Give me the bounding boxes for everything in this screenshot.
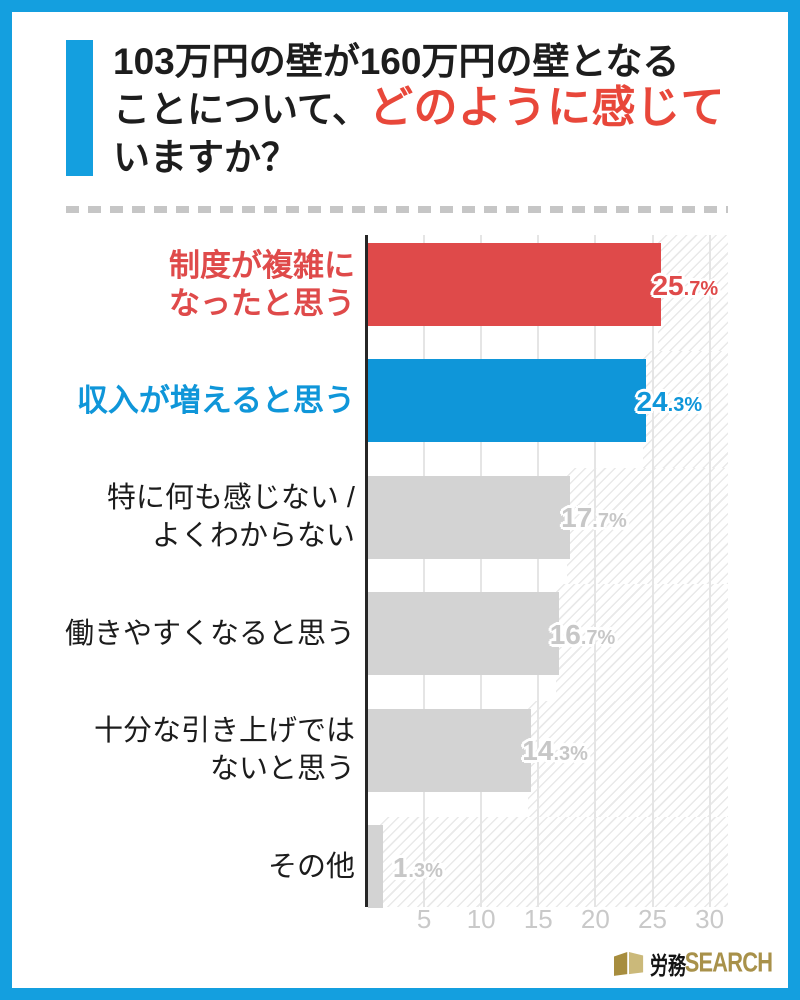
gridline-5 [423, 235, 426, 907]
y-axis-line [365, 235, 368, 907]
bar-6 [368, 825, 383, 908]
title-line-1: 103万円の壁が160万円の壁となる [113, 41, 680, 82]
title-red-text: どのように感じて [369, 83, 726, 132]
dashed-divider [66, 206, 728, 213]
bar-5 [368, 708, 532, 792]
brand-logo-en: SEARCH [684, 946, 772, 978]
title-accent-bar [66, 40, 93, 176]
value-label-1: 25.7% [652, 269, 719, 301]
bar-4 [368, 592, 559, 676]
category-label-5: 十分な引き上げでは ないと思う [93, 715, 355, 786]
x-tick-label: 15 [523, 904, 553, 934]
category-label-6: その他 [267, 850, 355, 883]
value-label-6: 1.3% [392, 851, 443, 883]
gridline-15 [537, 235, 540, 907]
hatch-region-2 [642, 351, 728, 468]
hatch-region-3 [567, 467, 728, 585]
bar-3 [368, 475, 571, 559]
title-line-3: いますか？ [113, 137, 298, 178]
brand-logo-jp: 労務 [650, 952, 686, 980]
hatch-region-6 [379, 817, 728, 907]
bar-1 [368, 243, 662, 326]
value-label-4: 16.7% [549, 618, 616, 650]
value-label-2: 24.3% [636, 385, 703, 417]
x-tick-label: 5 [416, 904, 432, 934]
page-title: 103万円の壁が160万円の壁となる ことについて、どのように感じて いますか？ [113, 38, 725, 182]
gridline-30 [708, 235, 711, 907]
hatch-region-5 [528, 700, 728, 817]
x-tick-label: 20 [580, 904, 610, 934]
value-label-3: 17.7% [561, 502, 627, 534]
x-tick-label: 30 [695, 904, 725, 934]
category-label-3: 特に何も感じない / よくわからない [106, 482, 355, 553]
hatch-region-4 [555, 584, 728, 701]
x-tick-label: 25 [638, 904, 667, 934]
gridline-10 [480, 235, 483, 907]
brand-logo: 労務 SEARCH [614, 946, 773, 980]
category-label-4: 働きやすくなると思う [64, 617, 355, 650]
x-tick-label: 10 [466, 904, 496, 934]
bar-2 [368, 359, 646, 443]
hatch-region-1 [658, 235, 728, 352]
gridline-20 [594, 235, 597, 907]
value-label-5: 14.3% [522, 735, 588, 767]
category-label-2: 収入が増えると思う [76, 382, 355, 418]
title-line-2: ことについて、どのように感じて [113, 83, 726, 132]
gridline-25 [651, 235, 654, 907]
category-label-1: 制度が複雑に なったと思う [169, 247, 355, 321]
book-icon [614, 951, 644, 976]
